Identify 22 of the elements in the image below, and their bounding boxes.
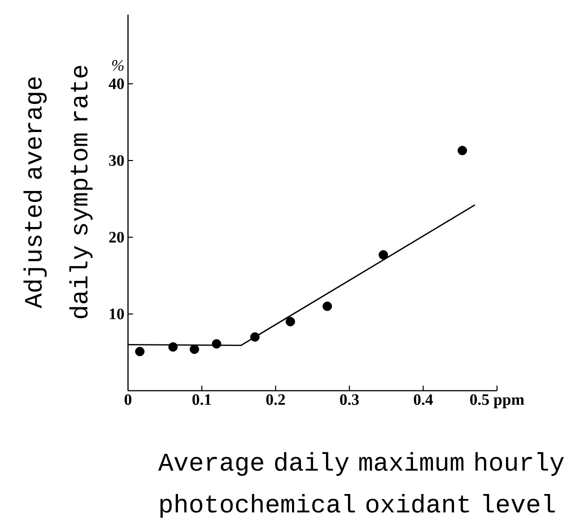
point [458, 146, 468, 156]
point [378, 250, 388, 260]
point [322, 302, 332, 311]
y-tick-label: 20 [109, 232, 124, 243]
x-tick-label: 0.2 [266, 394, 285, 406]
y-tick-label: 10 [110, 308, 124, 320]
text: % [112, 60, 124, 71]
point [212, 339, 222, 349]
point [250, 332, 260, 342]
x-tick-label: 0.3 [340, 394, 359, 406]
point [286, 316, 296, 326]
x-tick-label: 0.4 [414, 394, 433, 406]
point [190, 344, 200, 354]
y-tick-label: 40 [108, 78, 124, 90]
point [135, 346, 145, 356]
y-tick-label: 30 [109, 155, 124, 166]
x-axis-title: Average daily maximum hourly photochemical oxidant level [158, 452, 564, 518]
x-tick-label: 0.5 ppm [470, 394, 524, 408]
x-tick-label: 0.1 [192, 394, 211, 406]
point [168, 342, 178, 352]
x-tick-label: 0 [124, 394, 132, 405]
y-axis-title: Adjusted average daily symptom rate [23, 66, 93, 318]
